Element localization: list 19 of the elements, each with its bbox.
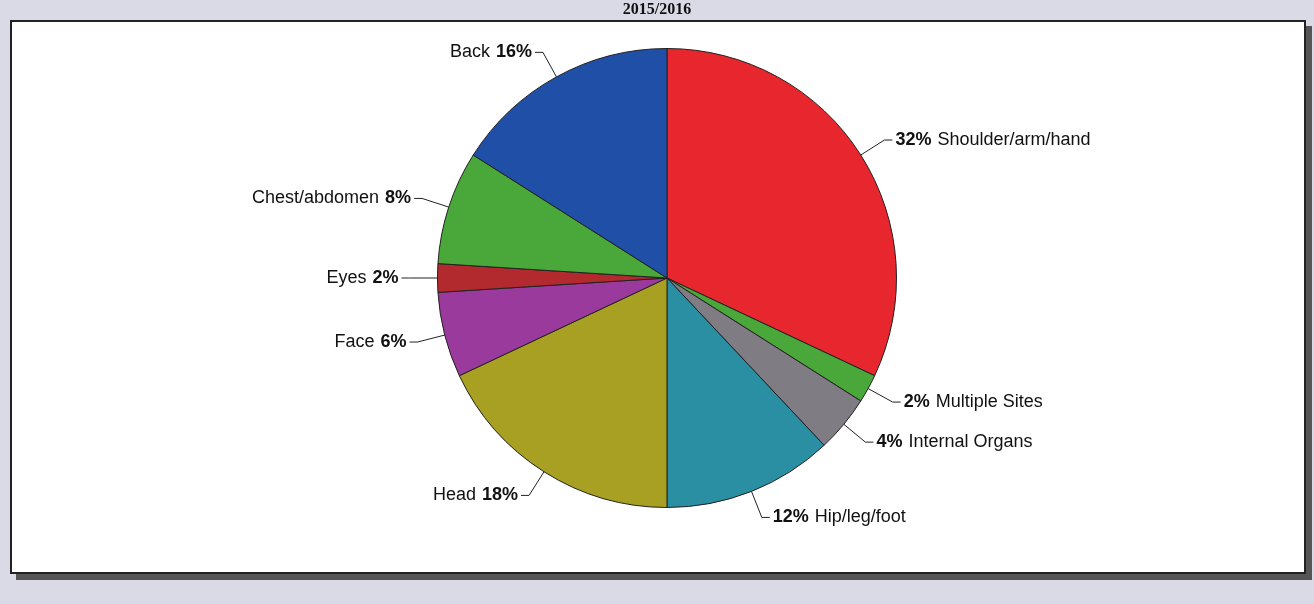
slice-label: Head xyxy=(432,484,476,505)
slice-label: Chest/abdomen xyxy=(252,187,380,208)
data-label: 16% xyxy=(495,41,532,62)
data-label: 6% xyxy=(380,331,407,352)
chart-title: 2015/2016 xyxy=(621,0,693,18)
data-label: 2% xyxy=(372,266,399,287)
data-label: 2% xyxy=(903,391,930,412)
slice-label: Internal Organs xyxy=(908,431,1033,452)
data-label: 4% xyxy=(876,431,903,452)
data-label: 8% xyxy=(385,187,412,208)
data-label: 12% xyxy=(772,506,809,527)
slice-label: Shoulder/arm/hand xyxy=(937,128,1091,149)
slice-label: Multiple Sites xyxy=(935,391,1043,412)
slice-label: Back xyxy=(449,41,491,62)
slice-label: Hip/leg/foot xyxy=(814,506,906,527)
slice-label: Eyes xyxy=(326,266,367,287)
data-label: 32% xyxy=(895,128,932,149)
data-label: 18% xyxy=(482,484,519,505)
slice-label: Face xyxy=(334,331,375,352)
